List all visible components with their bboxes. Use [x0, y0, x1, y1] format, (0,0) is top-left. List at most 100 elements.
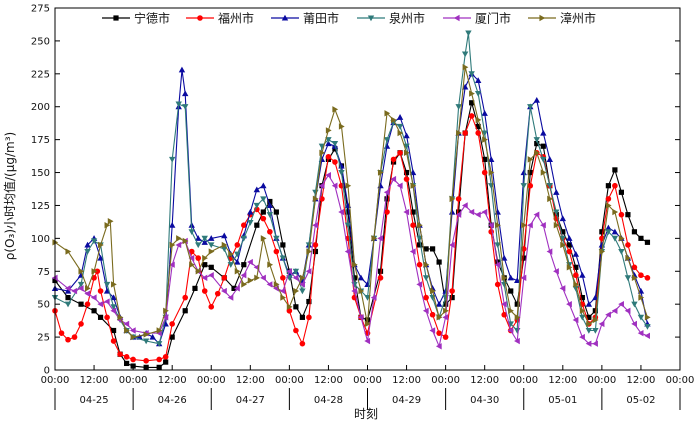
data-point	[553, 222, 560, 229]
data-point	[364, 320, 371, 328]
data-point	[175, 241, 182, 249]
data-point	[306, 298, 312, 305]
data-point	[644, 314, 651, 321]
x-tick-label: 12:00	[314, 375, 343, 386]
x-tick-label: 12:00	[470, 375, 499, 386]
y-tick-label: 50	[37, 300, 50, 311]
data-point	[456, 209, 462, 215]
data-point	[77, 281, 85, 288]
data-point	[182, 90, 189, 97]
x-tick-label: 00:00	[431, 375, 460, 386]
data-point	[110, 307, 117, 314]
data-point	[364, 337, 371, 345]
data-point	[625, 212, 631, 218]
data-point	[416, 261, 423, 268]
legend-marker	[197, 15, 203, 21]
x-tick-label: 00:00	[587, 375, 616, 386]
data-point	[631, 301, 638, 308]
data-point	[644, 332, 651, 339]
data-point	[189, 261, 195, 268]
data-point	[156, 327, 163, 334]
data-point	[260, 182, 267, 189]
data-point	[383, 189, 390, 196]
data-point	[110, 304, 117, 311]
data-point	[241, 222, 247, 228]
data-point	[332, 146, 338, 152]
data-point	[208, 264, 214, 270]
data-point	[474, 77, 482, 83]
data-point	[566, 235, 573, 241]
data-point	[403, 143, 410, 150]
data-point	[396, 114, 404, 120]
data-point	[579, 307, 586, 314]
data-point	[97, 314, 104, 320]
data-point	[559, 285, 566, 292]
data-point	[247, 208, 254, 215]
data-point	[383, 143, 391, 149]
x-tick-label: 12:00	[392, 375, 421, 386]
data-point	[117, 314, 124, 321]
data-point	[482, 156, 488, 162]
data-point	[331, 141, 339, 147]
series-line	[54, 32, 648, 345]
data-point	[566, 300, 572, 308]
data-point	[384, 110, 391, 117]
data-point	[279, 255, 287, 262]
data-point	[494, 281, 501, 288]
data-point	[234, 251, 241, 258]
data-point	[175, 101, 182, 108]
legend-label: 莆田市	[303, 11, 339, 26]
data-point	[611, 307, 618, 314]
data-point	[475, 116, 482, 124]
data-point	[644, 275, 651, 281]
data-point	[579, 295, 585, 301]
series-6	[52, 64, 651, 341]
data-point	[448, 241, 455, 249]
data-point	[227, 262, 234, 268]
data-point	[130, 356, 136, 363]
data-point	[494, 261, 501, 268]
data-point	[78, 321, 84, 327]
x-tick-label: 12:00	[158, 375, 187, 386]
data-point	[501, 311, 508, 318]
data-point	[325, 140, 332, 147]
data-point	[149, 333, 156, 340]
legend-item: 泉州市	[357, 11, 425, 26]
data-point	[182, 104, 189, 110]
data-point	[306, 314, 312, 321]
data-point	[579, 333, 585, 341]
data-point	[247, 277, 254, 284]
data-point	[638, 235, 644, 241]
data-point	[572, 250, 580, 257]
data-point	[417, 222, 423, 229]
data-point	[77, 285, 84, 292]
data-point	[188, 229, 195, 235]
data-point	[540, 169, 547, 176]
data-point	[254, 274, 261, 282]
data-point	[201, 274, 208, 282]
data-point	[351, 261, 358, 268]
series-3	[51, 66, 651, 347]
data-point	[481, 169, 488, 176]
data-point	[456, 129, 462, 137]
data-point	[299, 340, 306, 347]
legend-label: 厦门市	[475, 11, 511, 26]
data-point	[143, 364, 149, 370]
data-point	[422, 275, 430, 282]
data-point	[338, 169, 345, 176]
data-point	[84, 248, 91, 255]
data-point	[178, 66, 186, 73]
legend-label: 宁德市	[134, 11, 170, 26]
data-point	[546, 248, 553, 255]
data-point	[312, 242, 319, 248]
data-point	[91, 308, 97, 314]
x-date-label: 04-25	[80, 395, 109, 406]
data-point	[71, 287, 78, 295]
data-point	[553, 209, 560, 216]
data-point	[279, 287, 286, 295]
data-point	[495, 222, 501, 229]
data-point	[312, 195, 319, 203]
y-tick-label: 0	[44, 366, 50, 377]
data-point	[383, 137, 391, 143]
